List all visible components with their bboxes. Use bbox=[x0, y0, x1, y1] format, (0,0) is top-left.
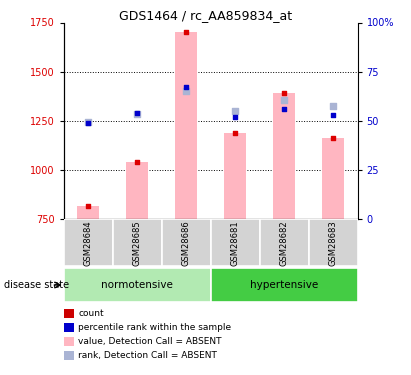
Bar bbox=[260, 219, 309, 266]
Bar bbox=[64, 219, 113, 266]
Text: disease state: disease state bbox=[4, 280, 69, 290]
Point bbox=[85, 118, 92, 124]
Point bbox=[281, 90, 287, 96]
Point bbox=[281, 97, 287, 103]
Point bbox=[232, 114, 238, 120]
Bar bbox=[211, 219, 260, 266]
Bar bbox=[162, 219, 211, 266]
Point bbox=[183, 84, 189, 90]
Point bbox=[85, 202, 92, 208]
Bar bbox=[322, 138, 344, 219]
Point bbox=[232, 130, 238, 136]
Bar bbox=[77, 206, 99, 219]
Point bbox=[134, 159, 141, 165]
Text: percentile rank within the sample: percentile rank within the sample bbox=[78, 323, 231, 332]
Point bbox=[232, 108, 238, 114]
Text: GSM28684: GSM28684 bbox=[84, 220, 93, 266]
Point bbox=[183, 88, 189, 94]
Text: GSM28682: GSM28682 bbox=[279, 220, 289, 266]
Bar bbox=[126, 162, 148, 219]
Bar bbox=[224, 133, 246, 219]
Text: GDS1464 / rc_AA859834_at: GDS1464 / rc_AA859834_at bbox=[119, 9, 292, 22]
Bar bbox=[309, 219, 358, 266]
Bar bbox=[175, 32, 197, 219]
Bar bbox=[64, 268, 210, 302]
Point bbox=[134, 110, 141, 116]
Bar bbox=[211, 268, 358, 302]
Text: rank, Detection Call = ABSENT: rank, Detection Call = ABSENT bbox=[78, 351, 217, 360]
Text: hypertensive: hypertensive bbox=[250, 280, 318, 290]
Bar bbox=[273, 93, 295, 219]
Text: GSM28685: GSM28685 bbox=[133, 220, 142, 266]
Bar bbox=[113, 219, 162, 266]
Text: normotensive: normotensive bbox=[101, 280, 173, 290]
Point bbox=[330, 135, 336, 141]
Text: GSM28681: GSM28681 bbox=[231, 220, 240, 266]
Point bbox=[183, 29, 189, 35]
Point bbox=[134, 111, 141, 117]
Text: GSM28686: GSM28686 bbox=[182, 220, 191, 266]
Point bbox=[330, 112, 336, 118]
Point bbox=[330, 103, 336, 109]
Point bbox=[85, 120, 92, 126]
Text: GSM28683: GSM28683 bbox=[328, 220, 337, 266]
Text: value, Detection Call = ABSENT: value, Detection Call = ABSENT bbox=[78, 337, 222, 346]
Text: count: count bbox=[78, 309, 104, 318]
Point bbox=[281, 106, 287, 112]
